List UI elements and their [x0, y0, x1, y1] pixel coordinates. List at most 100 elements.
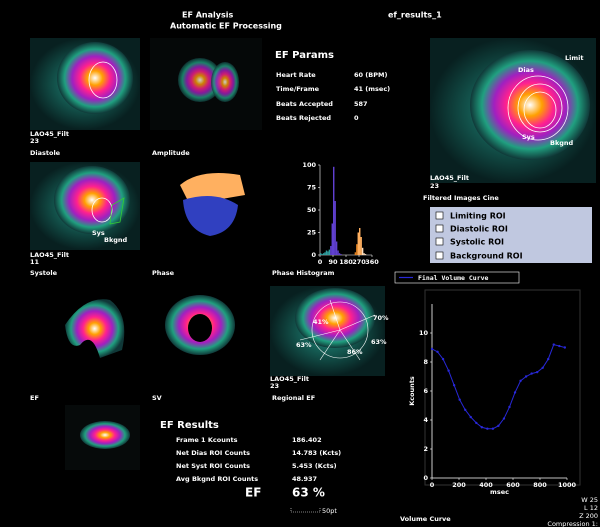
- point: [497, 425, 499, 427]
- bar: [362, 248, 363, 255]
- point: [503, 417, 505, 419]
- x-tick-label: 200: [452, 481, 466, 489]
- bar: [326, 251, 327, 256]
- display-info: L 12: [584, 504, 598, 512]
- bar: [332, 224, 333, 256]
- point: [453, 384, 455, 386]
- section-title: EF Params: [275, 50, 334, 61]
- x-tick-label: 270: [352, 258, 366, 266]
- bar: [340, 254, 341, 255]
- param-value: 41 (msec): [354, 85, 390, 93]
- ef-value: 63 %: [292, 486, 325, 500]
- bar: [334, 201, 335, 255]
- view: LAO45_Filt: [430, 174, 469, 182]
- bar: [321, 254, 322, 255]
- result-value: 48.937: [292, 475, 317, 483]
- roi-label: Bkgnd: [550, 139, 574, 147]
- cine-item: Systolic ROI: [450, 238, 504, 247]
- y-tick-label: 50: [307, 206, 317, 214]
- section-title: EF Results: [160, 420, 219, 431]
- bar: [363, 253, 364, 255]
- point: [481, 426, 483, 428]
- point: [564, 346, 566, 348]
- roi-label: Bkgnd: [104, 236, 128, 244]
- param-label: Heart Rate: [276, 71, 316, 79]
- display-info: W 25: [581, 496, 598, 504]
- x-tick-label: 0: [430, 481, 435, 489]
- point: [431, 348, 433, 350]
- panel-title: Regional EF: [272, 394, 315, 402]
- region-ef: 86%: [347, 348, 363, 356]
- point: [492, 428, 494, 430]
- image-top-left: [30, 38, 140, 130]
- point: [525, 375, 527, 377]
- bar: [360, 237, 361, 255]
- y-tick-label: 100: [302, 161, 316, 169]
- bar: [329, 250, 330, 255]
- bar: [365, 254, 366, 255]
- result-label: Frame 1 Kcounts: [176, 436, 238, 444]
- point: [442, 358, 444, 360]
- param-label: Time/Frame: [276, 85, 320, 93]
- roi-label: Limit: [565, 54, 583, 62]
- panel-title: Phase: [152, 269, 175, 277]
- y-tick-label: 8: [423, 358, 428, 366]
- y-tick-label: 4: [423, 416, 428, 424]
- point: [547, 358, 549, 360]
- region-ef: 70%: [373, 314, 389, 322]
- bar: [356, 244, 357, 255]
- result-value: 14.783 (Kcts): [292, 449, 341, 457]
- frame: 23: [30, 137, 39, 145]
- y-tick-label: 0: [423, 474, 428, 482]
- bar: [339, 253, 340, 255]
- subtitle: Automatic EF Processing: [170, 22, 282, 31]
- bar: [337, 251, 338, 256]
- cine-item: Diastolic ROI: [450, 225, 508, 234]
- x-axis-label: msec: [490, 488, 509, 496]
- param-value: 60 (BPM): [354, 71, 387, 79]
- y-tick-label: 0: [311, 251, 316, 259]
- y-axis-label: Kcounts: [408, 376, 416, 406]
- bar: [359, 228, 360, 255]
- image-ef: [65, 405, 140, 470]
- result-value: 186.402: [292, 436, 322, 444]
- bar: [336, 242, 337, 256]
- checkbox[interactable]: [436, 212, 443, 219]
- cine-item: Background ROI: [450, 252, 523, 261]
- scale-label: 50pt: [322, 507, 337, 515]
- roi-label: Dias: [518, 66, 534, 74]
- checkbox[interactable]: [436, 252, 443, 259]
- param-label: Beats Rejected: [276, 114, 331, 122]
- y-tick-label: 75: [307, 184, 317, 192]
- x-tick-label: 1000: [558, 481, 577, 489]
- point: [519, 380, 521, 382]
- screen: EF AnalysisAutomatic EF Processingef_res…: [0, 0, 600, 527]
- bar: [333, 167, 334, 255]
- point: [508, 406, 510, 408]
- param-label: Beats Accepted: [276, 100, 333, 108]
- checkbox[interactable]: [436, 225, 443, 232]
- y-tick-label: 10: [419, 329, 429, 337]
- x-tick-label: 180: [339, 258, 353, 266]
- region-ef: 41%: [313, 318, 329, 326]
- display-info: Compression 1:: [547, 520, 598, 527]
- title: EF Analysis: [182, 11, 233, 20]
- y-tick-label: 6: [423, 387, 428, 395]
- checkbox[interactable]: [436, 238, 443, 245]
- point: [458, 399, 460, 401]
- frame: 23: [270, 382, 279, 390]
- roi-label: Sys: [92, 229, 105, 237]
- point: [475, 422, 477, 424]
- point: [536, 371, 538, 373]
- panel-title: Volume Curve: [400, 515, 451, 523]
- result-label: Avg Bkgnd ROI Counts: [176, 475, 258, 483]
- panel-title: Phase Histogram: [272, 269, 335, 277]
- bar: [327, 251, 328, 255]
- point: [447, 370, 449, 372]
- bar: [323, 253, 324, 255]
- y-tick-label: 2: [423, 445, 428, 453]
- point: [530, 372, 532, 374]
- region-ef: 63%: [371, 338, 387, 346]
- bar: [358, 233, 359, 256]
- display-info: Z 200: [579, 512, 598, 520]
